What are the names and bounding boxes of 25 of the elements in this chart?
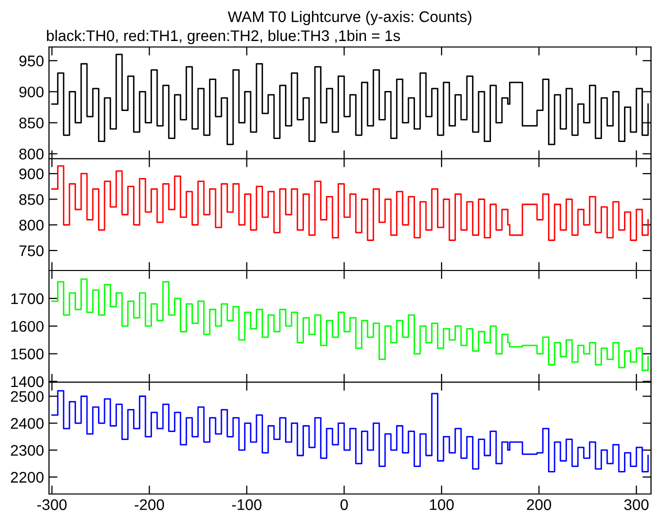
x-tick-label: 200: [527, 499, 552, 510]
y-tick-label: 1400: [11, 376, 44, 388]
y-tick-label: 2500: [10, 391, 44, 402]
x-tick-label: -300: [37, 499, 67, 510]
x-tick-label: 100: [430, 499, 454, 510]
y-tick-label: 900: [19, 86, 44, 98]
y-tick-label: 800: [19, 148, 44, 160]
y-tick-label: 850: [19, 194, 44, 205]
y-tick-label: 1500: [11, 348, 44, 360]
y-tick-label: 2300: [10, 444, 44, 456]
x-tick-label: -100: [232, 499, 262, 510]
x-tick-label: 0: [340, 499, 348, 510]
y-tick-label: 1700: [11, 293, 44, 304]
chart-title: WAM T0 Lightcurve (y-axis: Counts): [228, 10, 472, 26]
chart-subtitle: black:TH0, red:TH1, green:TH2, blue:TH3 ,1bin = 1s: [46, 30, 400, 44]
y-tick-label: 850: [19, 118, 44, 128]
y-tick-label: 800: [19, 220, 44, 231]
y-tick-label: 900: [19, 168, 44, 180]
y-tick-label: 2200: [10, 472, 44, 483]
y-tick-label: 750: [19, 245, 44, 256]
y-tick-label: 950: [19, 56, 44, 66]
y-tick-label: 2400: [10, 418, 44, 429]
x-tick-label: -200: [134, 499, 164, 510]
y-tick-label: 1600: [11, 320, 44, 332]
x-tick-label: 300: [624, 499, 649, 510]
